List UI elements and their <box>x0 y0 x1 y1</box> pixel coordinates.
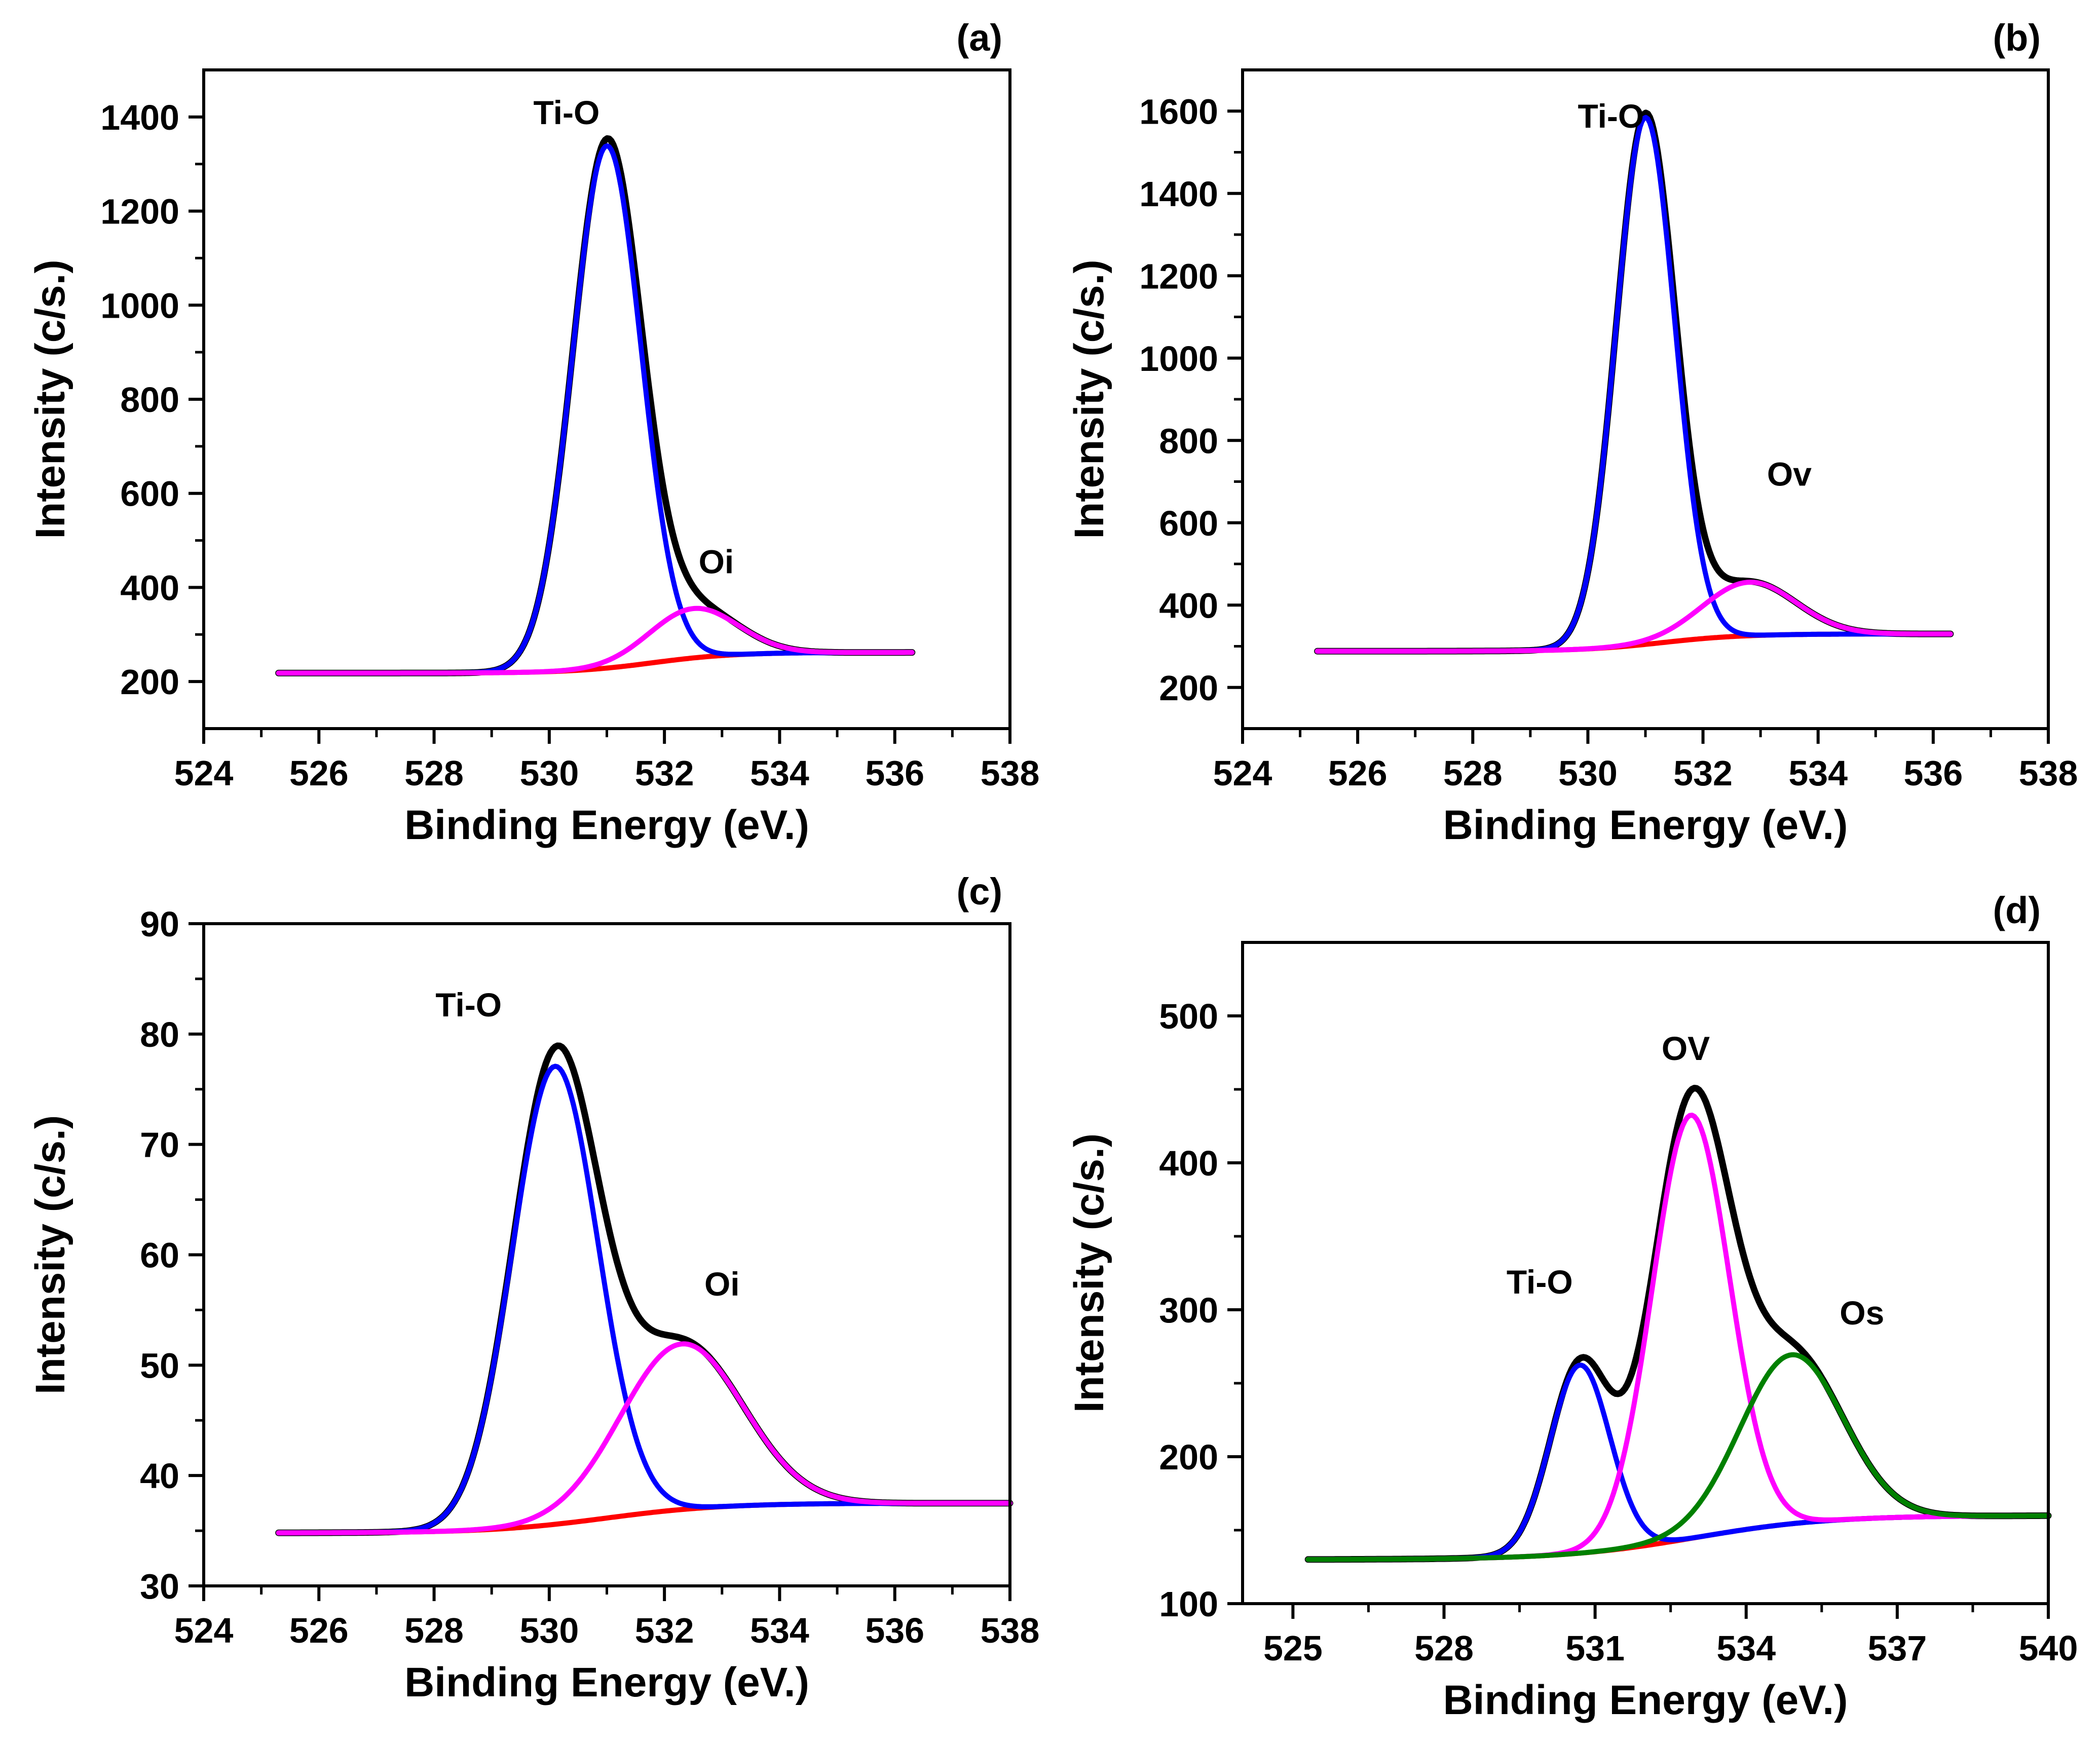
y-tick-label: 600 <box>1159 504 1218 543</box>
x-tick-label: 536 <box>865 753 924 793</box>
x-tick-label: 532 <box>635 753 694 793</box>
x-tick-label: 534 <box>1788 753 1848 793</box>
x-axis-title: Binding Energy (eV.) <box>404 1659 809 1705</box>
y-tick-label: 1600 <box>1139 92 1218 131</box>
x-tick-label: 532 <box>1673 753 1733 793</box>
y-tick-label: 40 <box>140 1456 179 1496</box>
peak-label: Os <box>1840 1294 1884 1332</box>
panel-label: (d) <box>1993 889 2041 931</box>
x-tick-label: 534 <box>750 753 809 793</box>
series-line-peak-2 <box>1315 580 1953 654</box>
peak-label: Ti-O <box>534 94 600 131</box>
y-tick-label: 500 <box>1159 997 1218 1036</box>
y-tick-label: 50 <box>140 1346 179 1385</box>
y-tick-label: 800 <box>1159 421 1218 461</box>
peak-label: Oi <box>699 543 734 581</box>
panel-label: (b) <box>1993 17 2041 59</box>
panel-d: 525 528 531 534 537 540 100 200 300 400 500 Binding… <box>1066 889 2078 1723</box>
y-axis-title: Intensity (c/s.) <box>1066 259 1112 539</box>
x-tick-label: 530 <box>519 1611 579 1650</box>
y-axis-title: Intensity (c/s.) <box>27 259 73 539</box>
x-tick-label: 524 <box>174 753 234 793</box>
y-tick-label: 30 <box>140 1567 179 1606</box>
panel-b: 524 526 528 530 532 534 536 538 200 400 600 800 1000… <box>1066 17 2078 848</box>
y-tick-label: 100 <box>1159 1584 1218 1624</box>
x-tick-label: 540 <box>2019 1628 2078 1668</box>
peak-label: Ov <box>1767 456 1812 493</box>
y-tick-label: 80 <box>140 1015 179 1054</box>
x-tick-label: 528 <box>1443 753 1503 793</box>
x-tick-label: 536 <box>865 1611 924 1650</box>
series-line-peak-2 <box>276 605 915 676</box>
panel-c: 524 526 528 530 532 534 536 538 30 40 50 60 70 80 90 Bi… <box>27 870 1039 1705</box>
x-axis-title: Binding Energy (eV.) <box>1443 802 1848 848</box>
peak-label: Ti-O <box>1578 97 1644 135</box>
y-tick-label: 70 <box>140 1125 179 1165</box>
x-tick-label: 537 <box>1867 1628 1927 1668</box>
y-tick-label: 1200 <box>100 192 179 232</box>
x-tick-label: 530 <box>1558 753 1618 793</box>
x-tick-label: 526 <box>289 753 349 793</box>
x-tick-label: 538 <box>2019 753 2078 793</box>
y-tick-label: 600 <box>120 474 179 514</box>
x-tick-label: 536 <box>1903 753 1963 793</box>
x-axis-title: Binding Energy (eV.) <box>1443 1677 1848 1723</box>
peak-label: Ti-O <box>1507 1263 1573 1301</box>
plot-frame <box>1241 941 2050 1605</box>
x-tick-label: 526 <box>289 1611 349 1650</box>
y-tick-label: 1200 <box>1139 256 1218 296</box>
y-axis-title: Intensity (c/s.) <box>1066 1133 1112 1413</box>
y-tick-label: 400 <box>120 568 179 608</box>
panel-label: (a) <box>957 17 1002 59</box>
y-tick-label: 200 <box>1159 668 1218 708</box>
y-tick-label: 90 <box>140 904 179 944</box>
series-line-peak-2 <box>276 1341 1013 1536</box>
panel-label: (c) <box>957 870 1002 913</box>
x-tick-label: 534 <box>750 1611 809 1650</box>
y-tick-label: 200 <box>120 662 179 702</box>
y-tick-label: 200 <box>1159 1437 1218 1477</box>
peak-label: Oi <box>704 1265 740 1303</box>
x-tick-label: 530 <box>519 753 579 793</box>
x-tick-label: 534 <box>1716 1628 1776 1668</box>
x-tick-label: 528 <box>404 753 464 793</box>
x-tick-label: 528 <box>404 1611 464 1650</box>
x-tick-label: 531 <box>1565 1628 1625 1668</box>
y-tick-label: 300 <box>1159 1291 1218 1330</box>
y-tick-label: 400 <box>1159 1144 1218 1183</box>
series-line-peak-3 <box>1305 1352 2051 1562</box>
y-tick-label: 800 <box>120 380 179 420</box>
x-tick-label: 528 <box>1414 1628 1474 1668</box>
y-tick-label: 1000 <box>100 286 179 325</box>
y-axis-title: Intensity (c/s.) <box>27 1115 73 1394</box>
x-tick-label: 526 <box>1328 753 1388 793</box>
x-tick-label: 538 <box>981 1611 1040 1650</box>
y-tick-label: 60 <box>140 1236 179 1275</box>
y-tick-label: 1400 <box>1139 174 1218 214</box>
peak-label: OV <box>1662 1030 1710 1067</box>
x-tick-label: 524 <box>1213 753 1272 793</box>
x-axis-title: Binding Energy (eV.) <box>404 802 809 848</box>
y-tick-label: 400 <box>1159 586 1218 625</box>
peak-label: Ti-O <box>435 986 502 1023</box>
x-tick-label: 525 <box>1263 1628 1323 1668</box>
y-tick-label: 1400 <box>100 98 179 137</box>
x-tick-label: 524 <box>174 1611 234 1650</box>
x-tick-label: 538 <box>981 753 1040 793</box>
y-tick-label: 1000 <box>1139 339 1218 378</box>
x-tick-label: 532 <box>635 1611 694 1650</box>
panel-a: 524 526 528 530 532 534 536 538 200 400 600 800 1000… <box>27 17 1039 848</box>
